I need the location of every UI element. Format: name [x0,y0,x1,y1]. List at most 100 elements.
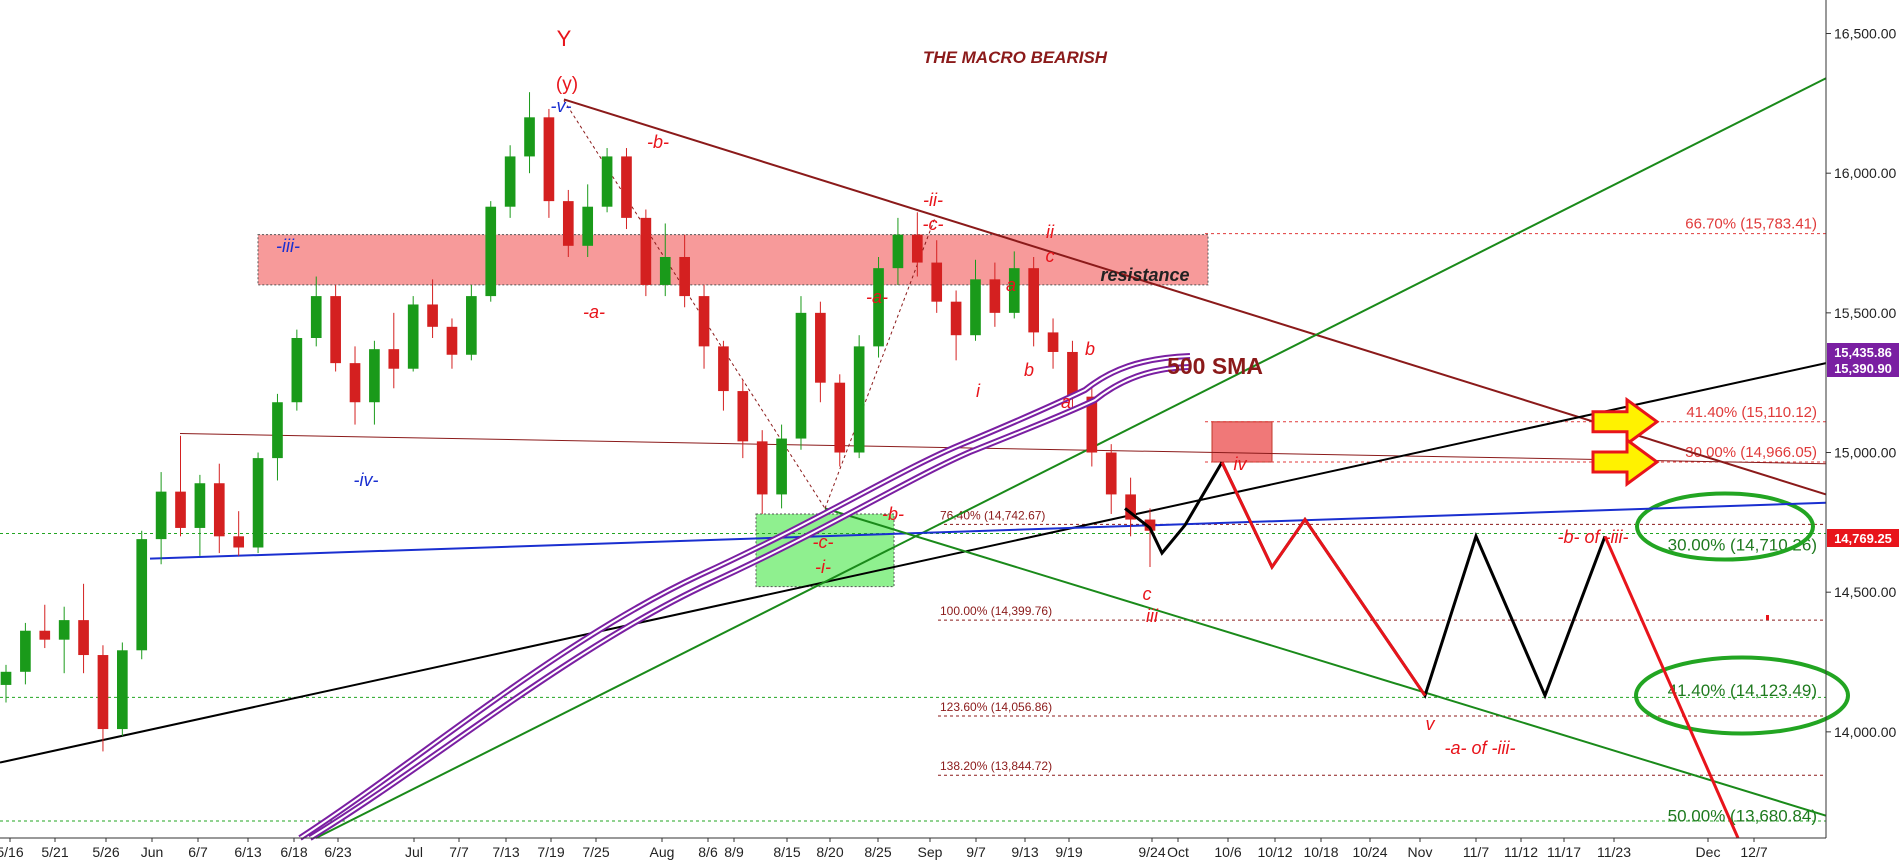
candle-body [815,312,826,383]
x-tick-label: 11/17 [1547,844,1581,860]
wave-label: iii [1146,606,1159,626]
candle-body [853,346,865,453]
x-tick-label: 5/26 [92,844,119,860]
price-tag-label: 15,435.86 [1834,345,1892,360]
wave-label: -iii- [276,236,300,256]
candle-body [659,256,671,285]
projection-black-path [1220,461,1607,700]
candle-body [58,620,70,640]
sma-line-core [299,355,1191,839]
candle-body [175,491,186,528]
green-level-label: 30.00% (14,710.26) [1668,536,1817,555]
y-axis: 14,000.00 14,500.00 15,000.00 15,500.00 16,0… [1825,0,1896,838]
wave-label: -a- [583,302,605,322]
candle-body [679,256,690,297]
candle-body [543,117,555,202]
price-tag-label: 15,390.90 [1834,361,1892,376]
candle-body [504,156,516,207]
candle-body [892,234,904,269]
candle-body [485,206,497,297]
x-tick-label: 11/12 [1504,844,1538,860]
candle-body [698,296,710,347]
x-tick-label: 11/23 [1597,844,1631,860]
x-tick-label: Jun [141,844,164,860]
candle-body [97,655,109,730]
wave-label: -a- [866,287,888,307]
x-tick-label: 11/7 [1463,844,1489,860]
candle-body [1125,494,1136,520]
candle-body [20,630,31,672]
x-tick-label: 9/7 [966,844,986,860]
projection-red-path [1220,461,1427,697]
fib-level-label: 100.00% (14,399.76) [940,604,1052,618]
wave-label: -i- [815,557,831,577]
target-ellipse [1634,655,1850,736]
candle-body [252,458,264,548]
x-tick-label: Jul [405,844,423,860]
candle-body [272,402,283,459]
candle-body [776,438,787,495]
candle-body [291,337,303,403]
wave-label: v [1426,714,1436,734]
green-level-label: 41.40% (14,123.49) [1668,681,1817,700]
x-tick-label: 6/18 [280,844,307,860]
wave-label: a [1061,392,1071,412]
x-tick-label: 10/12 [1257,844,1292,860]
candle-body [601,156,613,207]
target-arrow-icon [1591,437,1660,487]
candle-body [911,234,923,263]
x-tick-label: Dec [1696,844,1721,860]
candle-body [39,630,51,640]
zones-layer [257,234,1273,588]
wave-label: -ii- [923,190,943,210]
candle-body [737,391,749,442]
y-tick-label: 16,000.00 [1834,165,1896,181]
x-tick-label: Sep [918,844,943,860]
candle-body [970,279,981,336]
wave-label: resistance [1100,265,1189,285]
y-tick-label: 14,500.00 [1834,584,1896,600]
x-tick-label: 8/20 [816,844,843,860]
x-tick-label: 9/24 [1138,844,1165,860]
wave-label: 500 SMA [1167,353,1263,379]
sma-line [308,364,1191,841]
wave-label: -c- [923,214,944,234]
candle-body [0,671,12,685]
fib-level-label: 123.60% (14,056.86) [940,700,1052,714]
candle-body [466,296,477,355]
candle-body [950,301,962,336]
x-tick-label: 9/19 [1055,844,1082,860]
candle-body [349,363,361,403]
resistance-zone [257,234,1209,286]
projection-black-path [1124,461,1224,556]
x-tick-label: 10/18 [1303,844,1338,860]
x-tick-label: 8/15 [773,844,800,860]
candle-body [582,206,594,246]
wave-label: i [976,381,981,401]
x-tick-label: 7/13 [492,844,519,860]
candle-body [1086,396,1098,453]
candle-body [330,296,341,364]
candle-body [756,441,768,495]
wave-label: iv [1234,454,1248,474]
candle-body [524,117,535,157]
candle-body [213,483,225,537]
candle-body [873,268,884,347]
x-tick-label: Oct [1167,844,1189,860]
horizontal-levels-layer: 66.70% (15,783.41) 41.40% (15,110.12) 30.0… [0,216,1850,826]
candles-layer [0,92,1156,752]
fib-level-label: 138.20% (13,844.72) [940,759,1052,773]
iv-target-zone [1211,421,1273,463]
candle-body [640,217,652,285]
x-tick-label: 10/24 [1352,844,1387,860]
y-tick-label: 15,500.00 [1834,305,1896,321]
fib-level-label: 66.70% (15,783.41) [1685,216,1817,233]
wave-label: -b- [882,504,904,524]
x-tick-label: 8/9 [724,844,744,860]
x-tick-label: 7/7 [449,844,469,860]
wave-label: Y [557,26,572,51]
candle-body [117,650,128,730]
target-ellipse [1635,491,1815,562]
candle-body [989,279,1001,313]
